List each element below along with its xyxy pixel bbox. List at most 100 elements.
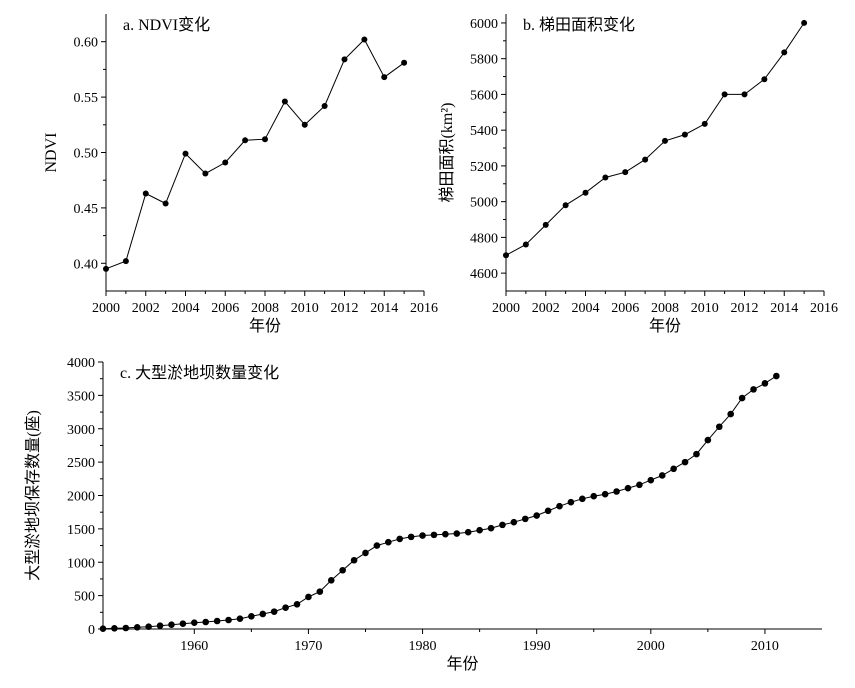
y-tick-label: 0.40 xyxy=(74,257,99,272)
data-point xyxy=(773,372,780,380)
data-point xyxy=(503,252,509,259)
y-tick-label: 6000 xyxy=(470,17,498,32)
data-point xyxy=(122,624,130,632)
y-axis-title: 大型淤地坝保存数量(座) xyxy=(24,410,42,581)
data-point xyxy=(202,618,210,626)
series-line xyxy=(105,38,405,270)
data-point xyxy=(168,621,175,628)
data-point xyxy=(622,169,629,176)
data-point xyxy=(727,410,734,418)
data-point xyxy=(282,604,289,611)
data-point xyxy=(499,521,506,529)
data-point xyxy=(361,36,368,43)
panel-title: a. NDVI变化 xyxy=(123,16,210,34)
data-point xyxy=(202,170,209,177)
data-point xyxy=(182,150,189,157)
data-point xyxy=(453,530,461,537)
x-tick-label: 2000 xyxy=(637,639,665,654)
data-point xyxy=(761,76,768,83)
x-tick-label: 2004 xyxy=(172,301,200,316)
data-point xyxy=(305,593,312,601)
data-point xyxy=(225,616,232,624)
data-point xyxy=(222,159,229,166)
data-point xyxy=(601,490,609,498)
y-tick-label: 2000 xyxy=(67,490,95,505)
data-point xyxy=(590,492,598,500)
y-tick-label: 1000 xyxy=(67,556,95,571)
y-axis-title: 梯田面积(km²) xyxy=(438,103,456,203)
data-point xyxy=(396,535,404,543)
data-point xyxy=(316,588,324,595)
data-point xyxy=(419,532,426,539)
panel-b: 2000 2002 2004 2006 2008 2010 2012 2014 2016 4600… xyxy=(438,14,838,335)
data-point xyxy=(738,394,746,402)
data-point xyxy=(350,556,358,564)
data-point xyxy=(647,476,655,484)
data-point xyxy=(681,131,688,138)
data-point xyxy=(262,136,268,143)
x-tick-label: 2006 xyxy=(211,301,239,316)
x-axis-title: 年份 xyxy=(249,317,281,335)
panel-title: b. 梯田面积变化 xyxy=(523,16,635,34)
y-axis-title: NDVI xyxy=(43,133,60,173)
data-point xyxy=(542,221,549,228)
y-tick-label: 0 xyxy=(88,623,95,638)
data-point xyxy=(327,576,335,584)
x-tick-label: 2010 xyxy=(691,301,719,316)
x-tick-label: 1970 xyxy=(294,639,322,654)
y-tick-label: 3500 xyxy=(67,389,95,404)
y-tick-label: 4800 xyxy=(470,231,498,246)
x-tick-label: 2016 xyxy=(810,301,838,316)
y-tick-label: 5800 xyxy=(470,53,498,68)
data-point xyxy=(213,617,221,625)
data-point xyxy=(162,200,169,207)
y-tick-label: 5400 xyxy=(470,124,498,139)
data-point xyxy=(562,202,569,209)
x-tick-label: 2002 xyxy=(132,301,160,316)
data-point xyxy=(270,608,278,615)
data-point xyxy=(236,615,244,622)
x-tick-label: 2016 xyxy=(410,301,438,316)
data-point xyxy=(476,526,483,534)
data-point xyxy=(259,610,267,618)
data-point xyxy=(401,59,408,66)
data-point xyxy=(133,624,141,631)
data-point xyxy=(99,625,107,632)
data-point xyxy=(544,507,552,515)
data-point xyxy=(567,498,575,506)
data-point xyxy=(741,91,748,98)
data-point xyxy=(407,533,415,541)
x-tick-label: 1980 xyxy=(409,639,437,654)
data-point xyxy=(750,386,757,393)
x-tick-label: 2004 xyxy=(572,301,600,316)
data-point xyxy=(761,380,769,387)
data-point xyxy=(510,518,518,526)
data-point xyxy=(156,622,164,629)
y-tick-label: 4000 xyxy=(67,356,95,371)
data-point xyxy=(301,121,308,128)
data-point xyxy=(145,623,152,630)
data-point xyxy=(142,190,149,197)
data-point xyxy=(103,265,109,272)
data-point xyxy=(693,450,700,458)
data-point xyxy=(579,495,586,503)
data-point xyxy=(293,601,301,608)
data-point xyxy=(122,258,129,265)
y-tick-label: 1500 xyxy=(67,523,95,538)
y-tick-label: 3000 xyxy=(67,423,95,438)
data-point xyxy=(801,19,808,26)
data-point xyxy=(430,531,438,539)
x-tick-label: 2008 xyxy=(251,301,279,316)
series-line xyxy=(505,22,805,256)
data-point xyxy=(111,625,118,632)
data-point xyxy=(385,538,392,546)
x-axis-title: 年份 xyxy=(649,317,681,335)
data-point xyxy=(521,515,529,523)
x-tick-label: 2010 xyxy=(751,639,779,654)
data-point xyxy=(556,502,563,510)
data-point xyxy=(681,458,689,466)
data-point xyxy=(582,189,589,196)
data-point xyxy=(373,542,381,549)
y-tick-label: 4600 xyxy=(470,267,498,282)
